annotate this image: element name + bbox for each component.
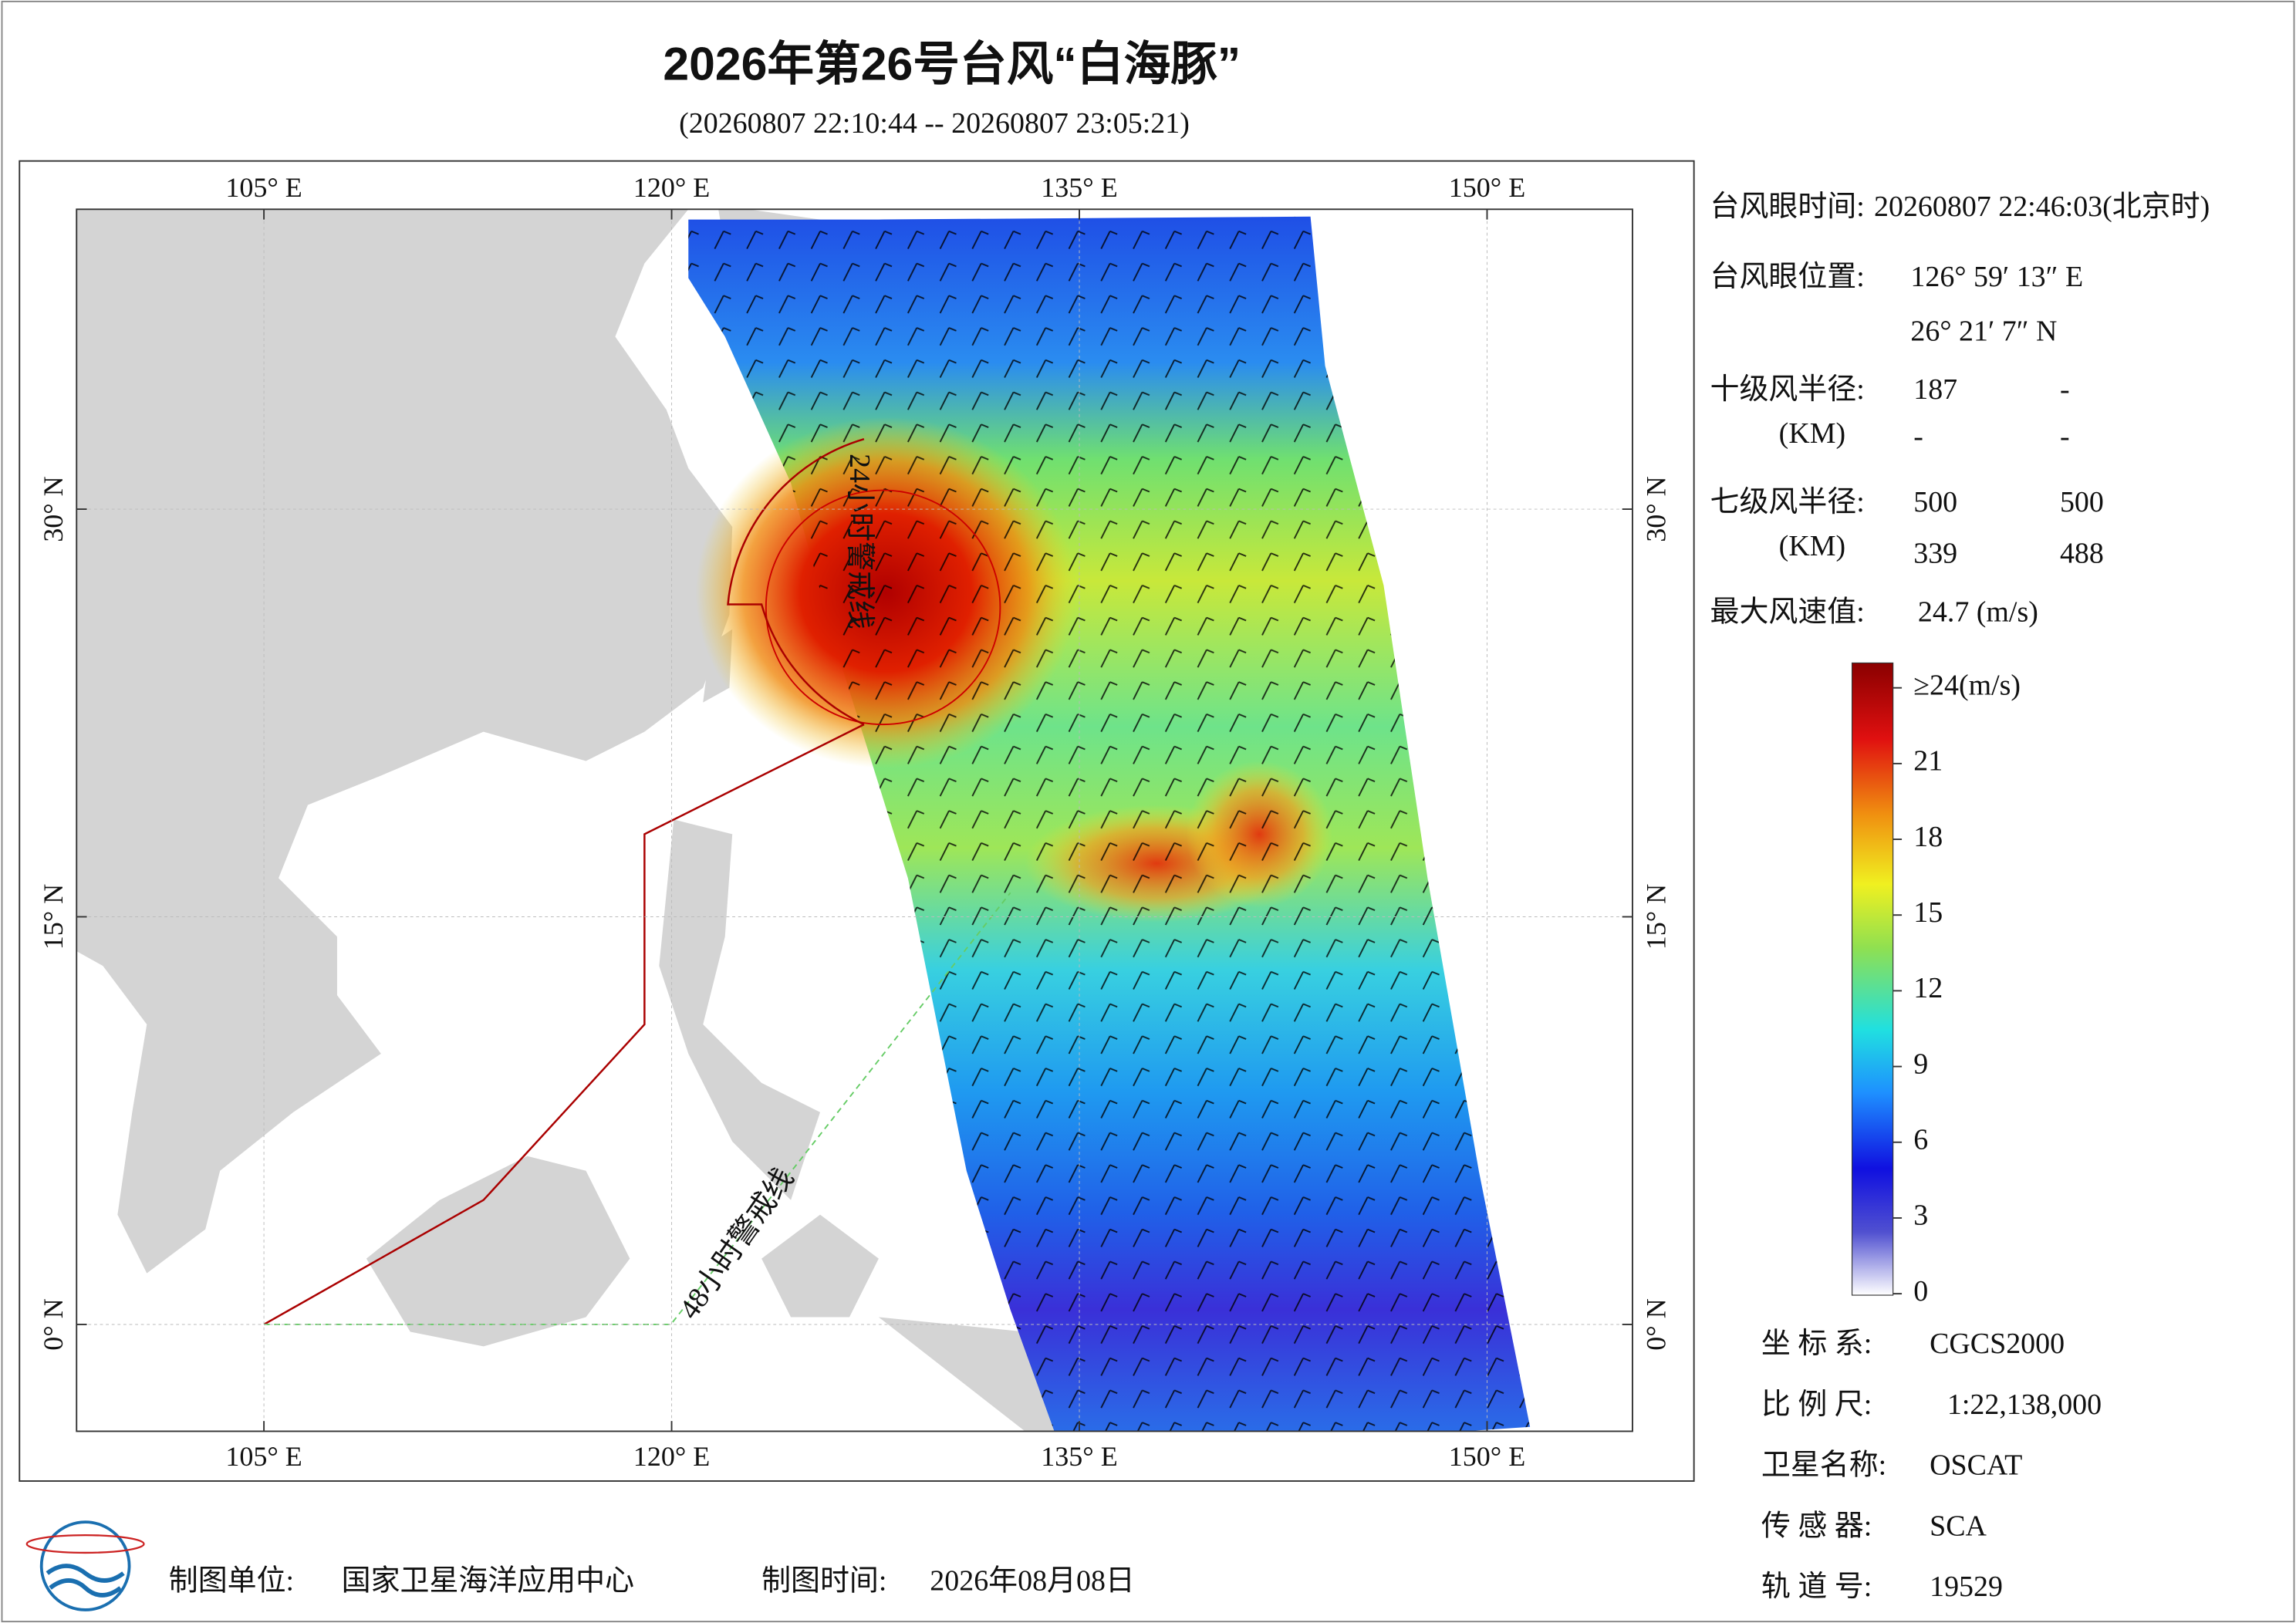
map: 24小时警戒线 48小时警戒线	[76, 209, 1633, 1432]
title: 2026年第26号台风“白海豚”	[663, 37, 1241, 89]
meta-label: 坐 标 系:	[1761, 1328, 1872, 1360]
info-value: 488	[2060, 538, 2104, 570]
info-value: -	[2060, 420, 2070, 453]
colorbar-label: 18	[1913, 821, 1943, 853]
colorbar-label: ≥24(m/s)	[1913, 669, 2021, 701]
info-value: -	[2060, 373, 2070, 406]
lat-label: 30° N	[1640, 476, 1671, 542]
subtitle: (20260807 22:10:44 -- 20260807 23:05:21)	[679, 107, 1190, 140]
info-label: (KM)	[1779, 530, 1845, 562]
info-value: 26° 21′ 7″ N	[1910, 315, 2057, 347]
footer-value: 国家卫星海洋应用中心	[342, 1564, 634, 1597]
lon-label: 120° E	[633, 172, 710, 203]
info-value: -	[1913, 420, 1923, 453]
meta-label: 卫星名称:	[1761, 1449, 1886, 1482]
lon-label: 135° E	[1041, 1441, 1117, 1472]
lat-label: 0° N	[38, 1298, 69, 1350]
info-label: 台风眼位置:	[1710, 261, 1865, 293]
colorbar-label: 9	[1913, 1048, 1928, 1080]
colorbar	[1851, 662, 1894, 1296]
lon-label: 105° E	[225, 1441, 302, 1472]
meta-label: 比 例 尺:	[1761, 1388, 1872, 1421]
colorbar-label: 3	[1913, 1200, 1928, 1232]
footer-label: 制图单位:	[169, 1564, 294, 1597]
info-value: 339	[1913, 538, 1957, 570]
logo	[25, 1520, 145, 1611]
colorbar-label: 12	[1913, 972, 1943, 1004]
info-label: 七级风半径:	[1710, 486, 1865, 518]
meta-value: SCA	[1930, 1510, 1987, 1542]
info-value: 500	[2060, 486, 2104, 518]
colorbar-label: 0	[1913, 1275, 1928, 1308]
lon-label: 120° E	[633, 1441, 710, 1472]
info-value: 187	[1913, 373, 1957, 406]
lon-label: 105° E	[225, 172, 302, 203]
meta-value: 1:22,138,000	[1947, 1388, 2102, 1421]
lat-label: 15° N	[1640, 884, 1671, 950]
info-label: 最大风速值:	[1710, 596, 1865, 629]
lat-label: 0° N	[1640, 1298, 1671, 1350]
wind-barbs	[688, 216, 1531, 1432]
meta-label: 传 感 器:	[1761, 1510, 1872, 1542]
meta-value: CGCS2000	[1930, 1328, 2065, 1360]
meta-label: 轨 道 号:	[1761, 1571, 1872, 1603]
meta-value: 19529	[1930, 1571, 2003, 1603]
meta-value: OSCAT	[1930, 1449, 2022, 1482]
info-value: 20260807 22:46:03(北京时)	[1874, 191, 2210, 223]
wind-radius	[765, 489, 1001, 726]
colorbar-label: 15	[1913, 896, 1943, 929]
info-label: (KM)	[1779, 417, 1845, 450]
lat-label: 30° N	[38, 476, 69, 542]
warning-line-24h	[263, 437, 865, 1326]
colorbar-label: 6	[1913, 1123, 1928, 1156]
info-panel: 台风眼时间: 20260807 22:46:03(北京时) 台风眼位置: 126…	[1710, 191, 2210, 629]
info-value: 126° 59′ 13″ E	[1910, 261, 2083, 293]
lon-label: 150° E	[1449, 172, 1525, 203]
line-label: 24小时警戒线	[843, 454, 876, 629]
footer-label: 制图时间:	[761, 1564, 886, 1597]
info-label: 十级风半径:	[1710, 373, 1865, 406]
lat-label: 15° N	[38, 884, 69, 950]
info-label: 台风眼时间:	[1710, 191, 1865, 223]
lon-label: 135° E	[1041, 172, 1117, 203]
map-border	[76, 208, 1633, 1432]
colorbar-label: 21	[1913, 745, 1943, 778]
map-frame	[19, 160, 1695, 1482]
info-value: 500	[1913, 486, 1957, 518]
info-value: 24.7 (m/s)	[1918, 596, 2038, 629]
lon-label: 150° E	[1449, 1441, 1525, 1472]
footer-value: 2026年08月08日	[930, 1564, 1135, 1597]
